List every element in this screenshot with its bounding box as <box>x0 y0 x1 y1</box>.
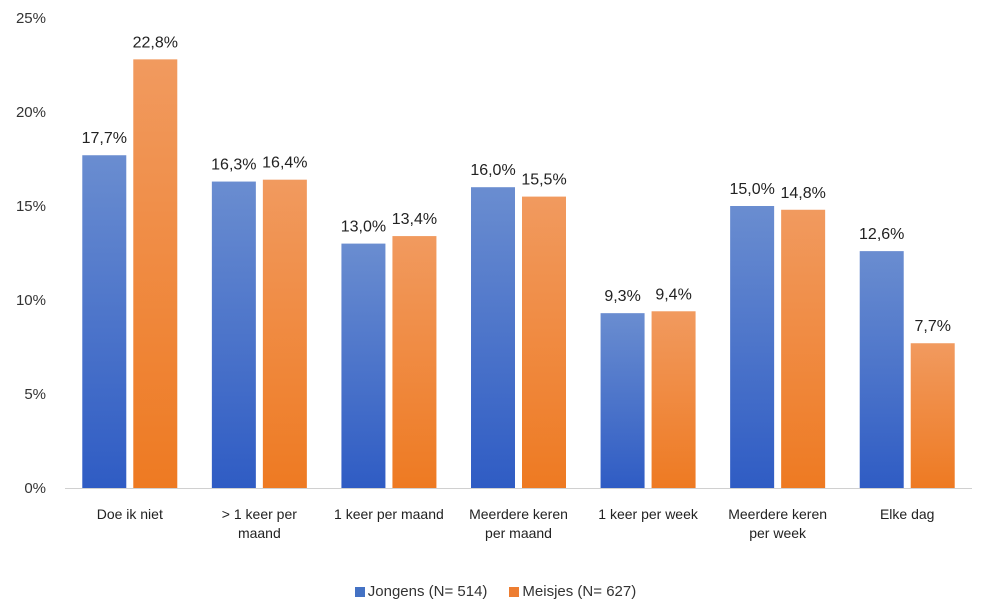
data-label: 15,0% <box>729 181 774 198</box>
bar-jongens <box>730 206 775 488</box>
bar-jongens <box>82 155 127 489</box>
bar-jongens <box>859 251 904 488</box>
data-label: 14,8% <box>780 185 825 202</box>
x-tick-label: Meerdere keren per maand <box>469 506 568 541</box>
bar-meisjes <box>392 236 437 488</box>
data-label: 13,4% <box>392 211 437 228</box>
y-tick-label: 15% <box>16 198 46 215</box>
data-label: 12,6% <box>859 226 904 243</box>
bar-jongens <box>211 181 256 488</box>
legend-item-meisjes: Meisjes (N= 627) <box>509 583 636 600</box>
y-tick-label: 25% <box>16 10 46 27</box>
x-tick-label: Elke dag <box>880 506 934 522</box>
data-label: 13,0% <box>341 219 386 236</box>
legend-swatch-jongens <box>354 586 365 597</box>
bar-meisjes <box>262 179 307 488</box>
y-tick-label: 5% <box>24 386 46 403</box>
bar-meisjes <box>522 196 566 488</box>
legend-item-jongens: Jongens (N= 514) <box>354 583 488 600</box>
data-label: 22,8% <box>133 34 178 51</box>
legend: Jongens (N= 514) Meisjes (N= 627) <box>0 583 991 600</box>
bar-meisjes <box>651 311 696 488</box>
x-tick-label: Doe ik niet <box>97 506 163 522</box>
bar-jongens <box>471 187 515 488</box>
bar-meisjes <box>781 209 826 488</box>
data-label: 16,3% <box>211 157 256 174</box>
data-label: 16,4% <box>262 155 307 172</box>
data-label: 7,7% <box>914 318 950 335</box>
data-label: 17,7% <box>82 130 127 147</box>
x-axis: Doe ik niet > 1 keer per maand 1 keer per m… <box>97 506 935 541</box>
x-tick-label: > 1 keer per maand <box>222 506 297 541</box>
data-label: 16,0% <box>470 162 515 179</box>
data-label: 15,5% <box>521 172 566 189</box>
bar-meisjes <box>133 59 178 489</box>
bar-jongens <box>341 243 386 488</box>
y-axis: 0% 5% 10% 15% 20% 25% <box>16 10 46 497</box>
x-tick-label: 1 keer per maand <box>334 506 444 522</box>
data-label: 9,3% <box>604 288 640 305</box>
bar-chart: 0% 5% 10% 15% 20% 25% 17,7% 22,8% 16,3% 16,4% 13,… <box>16 10 972 541</box>
bars <box>82 59 955 489</box>
x-tick-label: Meerdere keren per week <box>728 506 827 541</box>
x-tick-label: 1 keer per week <box>598 506 699 522</box>
y-tick-label: 10% <box>16 292 46 309</box>
bar-jongens <box>600 313 645 488</box>
y-tick-label: 0% <box>24 480 46 497</box>
data-labels: 17,7% 22,8% 16,3% 16,4% 13,0% 13,4% 16,0% 15,5%… <box>82 34 951 335</box>
y-tick-label: 20% <box>16 104 46 121</box>
legend-label-jongens: Jongens (N= 514) <box>367 583 488 600</box>
legend-swatch-meisjes <box>509 586 520 597</box>
bar-meisjes <box>910 343 955 488</box>
data-label: 9,4% <box>655 286 691 303</box>
legend-label-meisjes: Meisjes (N= 627) <box>522 583 637 600</box>
